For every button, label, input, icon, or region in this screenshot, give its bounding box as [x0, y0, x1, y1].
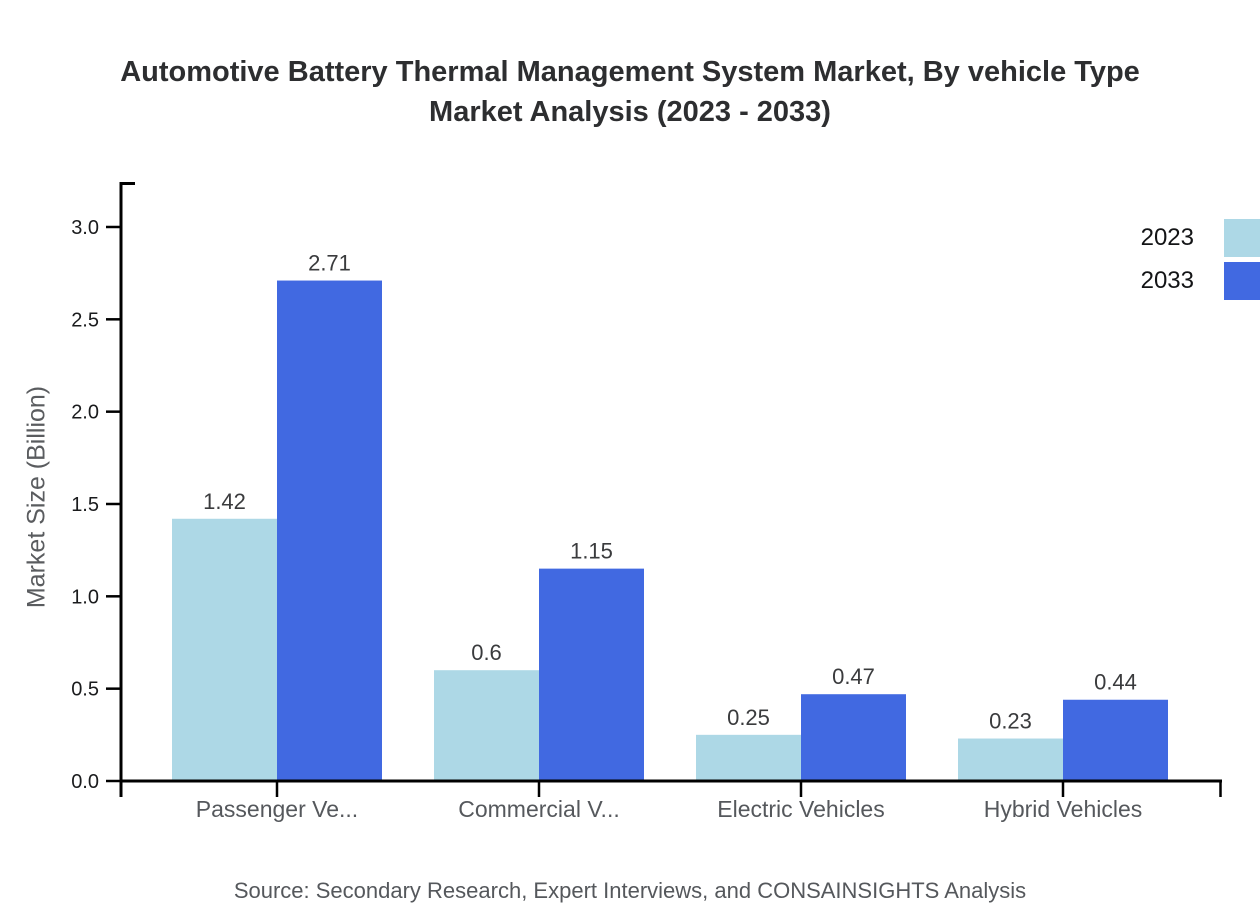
- y-tick-label: 2.5: [71, 309, 99, 331]
- legend-label-2033: 2033: [1140, 267, 1194, 294]
- x-category-label: Passenger Ve...: [196, 796, 358, 822]
- y-tick-label: 3.0: [71, 217, 99, 239]
- legend-item-2023: 2023: [1141, 219, 1260, 257]
- bar-2023-1: [172, 518, 277, 781]
- chart-title-line2: Market Analysis (2023 - 2033): [429, 96, 831, 128]
- legend-swatch-2023-icon: [1224, 219, 1260, 257]
- x-category-label: Electric Vehicles: [717, 796, 884, 822]
- bar-value-label: 0.44: [1094, 670, 1137, 695]
- bar-value-label: 0.23: [989, 709, 1032, 734]
- bar-value-label: 0.6: [471, 640, 502, 665]
- y-tick-label: 2.0: [71, 402, 99, 424]
- legend-swatch-2033-icon: [1224, 262, 1260, 300]
- bar-2033-3: [801, 694, 906, 781]
- x-category-label: Commercial V...: [458, 796, 619, 822]
- chart-title: Automotive Battery Thermal Management Sy…: [0, 52, 1260, 132]
- bar-2033-1: [277, 280, 382, 781]
- chart-title-line1: Automotive Battery Thermal Management Sy…: [120, 56, 1140, 88]
- bar-2033-2: [539, 568, 644, 781]
- source-note: Source: Secondary Research, Expert Inter…: [233, 878, 1027, 903]
- bar-value-label: 1.15: [570, 539, 613, 564]
- bar-2023-4: [958, 738, 1063, 781]
- legend-label-2023: 2023: [1140, 224, 1194, 251]
- bar-2033-4: [1063, 699, 1168, 781]
- y-tick-label: 1.5: [71, 494, 99, 516]
- bar-value-label: 1.42: [203, 489, 246, 514]
- bar-2023-2: [434, 670, 539, 781]
- bar-value-label: 0.47: [832, 664, 875, 689]
- y-tick-label: 0.0: [71, 771, 99, 793]
- legend-item-2033: 2033: [1141, 262, 1260, 300]
- chart-legend: 2023 2033: [1141, 219, 1260, 300]
- x-category-label: Hybrid Vehicles: [984, 796, 1143, 822]
- y-tick-label: 0.5: [71, 679, 99, 701]
- bar-value-label: 2.71: [308, 251, 351, 276]
- bar-2023-3: [696, 734, 801, 781]
- bar-value-label: 0.25: [727, 705, 770, 730]
- y-tick-label: 1.0: [71, 586, 99, 608]
